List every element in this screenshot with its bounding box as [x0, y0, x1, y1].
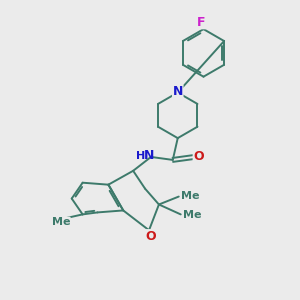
- Text: H: H: [136, 151, 146, 161]
- Text: Me: Me: [52, 217, 70, 227]
- Text: N: N: [144, 149, 154, 162]
- Text: O: O: [146, 230, 156, 243]
- Text: Me: Me: [183, 210, 201, 220]
- Text: O: O: [193, 150, 204, 164]
- Text: Me: Me: [181, 190, 199, 201]
- Text: F: F: [197, 16, 206, 29]
- Text: N: N: [172, 85, 183, 98]
